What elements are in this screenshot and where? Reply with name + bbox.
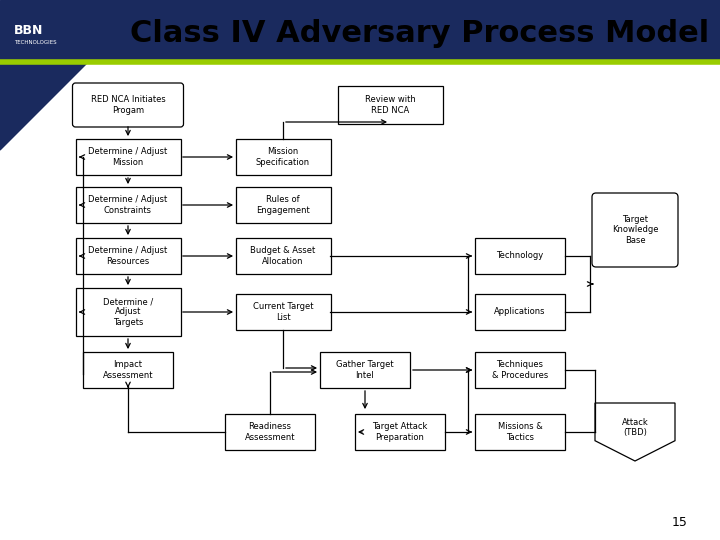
Bar [235,187,330,223]
Text: Applications: Applications [494,307,546,316]
Text: Target Attack
Preparation: Target Attack Preparation [372,422,428,442]
Text: 15: 15 [672,516,688,529]
Text: Missions &
Tactics: Missions & Tactics [498,422,542,442]
Bar [320,352,410,388]
Bar [76,187,181,223]
Text: Technology: Technology [496,252,544,260]
Bar [475,414,565,450]
Bar [76,139,181,175]
Text: Budget & Asset
Allocation: Budget & Asset Allocation [251,246,315,266]
Text: Target
Knowledge
Base: Target Knowledge Base [612,215,658,245]
Text: Techniques
& Procedures: Techniques & Procedures [492,360,548,380]
Polygon shape [0,60,90,150]
Bar [475,352,565,388]
Text: BBN: BBN [14,24,43,37]
Bar [235,238,330,274]
Bar [235,139,330,175]
Bar [355,414,445,450]
Text: Review with
RED NCA: Review with RED NCA [364,95,415,114]
FancyBboxPatch shape [73,83,184,127]
Bar [225,414,315,450]
Text: Mission
Specification: Mission Specification [256,147,310,167]
Text: Attack
(TBD): Attack (TBD) [621,417,649,437]
Text: Rules of
Engagement: Rules of Engagement [256,195,310,215]
Text: TECHNOLOGIES: TECHNOLOGIES [14,40,57,45]
Text: Determine / Adjust
Resources: Determine / Adjust Resources [89,246,168,266]
Bar [338,86,443,124]
Bar [76,238,181,274]
Text: Impact
Assessment: Impact Assessment [103,360,153,380]
Bar [475,238,565,274]
Text: Readiness
Assessment: Readiness Assessment [245,422,295,442]
Polygon shape [595,403,675,461]
Bar [475,294,565,330]
Text: Gather Target
Intel: Gather Target Intel [336,360,394,380]
Bar [0,0,720,60]
Text: Current Target
List: Current Target List [253,302,313,322]
Bar [83,352,173,388]
Text: Class IV Adversary Process Model: Class IV Adversary Process Model [130,18,710,48]
Text: Determine /
Adjust
Targets: Determine / Adjust Targets [103,297,153,327]
Bar [235,294,330,330]
Text: RED NCA Initiates
Progam: RED NCA Initiates Progam [91,95,166,114]
Bar [76,288,181,336]
FancyBboxPatch shape [592,193,678,267]
Text: Determine / Adjust
Mission: Determine / Adjust Mission [89,147,168,167]
Text: Determine / Adjust
Constraints: Determine / Adjust Constraints [89,195,168,215]
